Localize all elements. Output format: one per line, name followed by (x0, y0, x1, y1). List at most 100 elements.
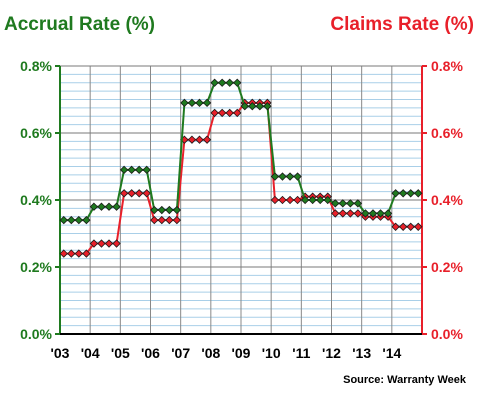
data-point-marker (74, 249, 84, 258)
data-point-marker (368, 209, 378, 218)
right-y-tick-label: 0.8% (431, 58, 463, 74)
data-point-marker (112, 202, 121, 211)
data-point-marker (293, 172, 302, 181)
x-tick-label: '03 (51, 345, 70, 361)
data-point-marker (59, 249, 68, 258)
x-tick-label: '07 (171, 345, 190, 361)
data-point-marker (97, 239, 106, 248)
right-y-tick-label: 0.6% (431, 125, 463, 141)
x-tick-label: '04 (81, 345, 100, 361)
data-point-marker (210, 108, 219, 118)
data-point-marker (119, 165, 129, 175)
data-point-marker (225, 78, 234, 87)
data-point-marker (353, 199, 363, 208)
data-point-marker (233, 78, 242, 87)
data-point-marker (331, 209, 340, 218)
data-point-marker (308, 195, 317, 205)
x-tick-label: '05 (111, 345, 130, 361)
data-point-marker (270, 195, 280, 205)
data-point-marker (338, 199, 347, 208)
data-point-marker (165, 215, 174, 225)
source-note: Source: Warranty Week (343, 374, 466, 386)
data-point-marker (112, 239, 121, 248)
data-point-marker (67, 249, 76, 258)
left-y-tick-label: 0.2% (20, 259, 52, 275)
data-point-marker (263, 102, 272, 111)
data-point-marker (361, 209, 370, 218)
data-point-marker (202, 98, 212, 108)
data-point-marker (217, 108, 227, 118)
data-point-marker (210, 78, 219, 87)
data-point-marker (414, 189, 423, 198)
data-point-marker (293, 195, 302, 205)
data-point-marker (150, 205, 159, 215)
data-point-marker (398, 222, 408, 231)
left-y-tick-label: 0.0% (20, 326, 52, 342)
data-point-marker (331, 199, 340, 208)
data-point-marker (255, 102, 265, 111)
data-point-marker (172, 205, 182, 215)
data-point-marker (300, 195, 310, 205)
data-point-marker (187, 135, 197, 144)
data-point-marker (142, 165, 151, 175)
left-y-tick-label: 0.6% (20, 125, 52, 141)
data-point-marker (285, 172, 295, 181)
x-tick-label: '11 (292, 345, 310, 361)
x-tick-label: '06 (141, 345, 160, 361)
data-point-marker (89, 202, 99, 211)
data-point-marker (270, 172, 280, 181)
data-point-marker (187, 98, 197, 108)
data-point-marker (150, 215, 159, 225)
data-point-marker (285, 195, 295, 205)
data-point-marker (217, 78, 227, 87)
data-point-marker (59, 215, 68, 225)
data-point-marker (127, 165, 136, 175)
data-point-marker (406, 222, 415, 231)
left-axis-title: Accrual Rate (%) (4, 14, 155, 35)
left-y-tick-label: 0.4% (20, 192, 52, 208)
data-point-marker (240, 102, 249, 111)
data-point-marker (67, 215, 76, 225)
data-point-marker (104, 202, 114, 211)
right-y-tick-label: 0.2% (431, 259, 463, 275)
right-axis-title: Claims Rate (%) (330, 14, 474, 35)
data-point-marker (157, 215, 166, 225)
data-point-marker (316, 195, 325, 205)
data-point-marker (383, 209, 393, 218)
data-point-marker (391, 189, 400, 198)
data-point-marker (89, 239, 99, 248)
data-point-marker (142, 189, 151, 198)
data-point-marker (233, 108, 242, 118)
left-y-tick-label: 0.8% (20, 58, 52, 74)
data-point-marker (135, 189, 144, 198)
x-tick-label: '14 (382, 345, 401, 361)
data-point-marker (323, 195, 332, 205)
data-point-marker (165, 205, 174, 215)
right-y-tick-label: 0.4% (431, 192, 463, 208)
x-tick-label: '08 (201, 345, 220, 361)
data-point-marker (338, 209, 347, 218)
data-point-marker (82, 215, 91, 225)
data-point-marker (104, 239, 114, 248)
data-point-marker (278, 172, 287, 181)
data-point-marker (202, 135, 212, 144)
data-point-marker (195, 98, 204, 108)
data-point-marker (127, 189, 136, 198)
x-tick-label: '13 (352, 345, 371, 361)
data-point-marker (376, 209, 385, 218)
data-point-marker (414, 222, 423, 231)
data-point-marker (135, 165, 144, 175)
data-point-marker (225, 108, 234, 118)
x-tick-label: '10 (262, 345, 281, 361)
data-point-marker (346, 209, 355, 218)
data-point-marker (353, 209, 363, 218)
data-point-marker (97, 202, 106, 211)
data-point-marker (406, 189, 415, 198)
data-point-marker (157, 205, 166, 215)
data-point-marker (346, 199, 355, 208)
data-point-marker (74, 215, 84, 225)
data-point-marker (119, 189, 129, 198)
data-point-marker (248, 102, 257, 111)
